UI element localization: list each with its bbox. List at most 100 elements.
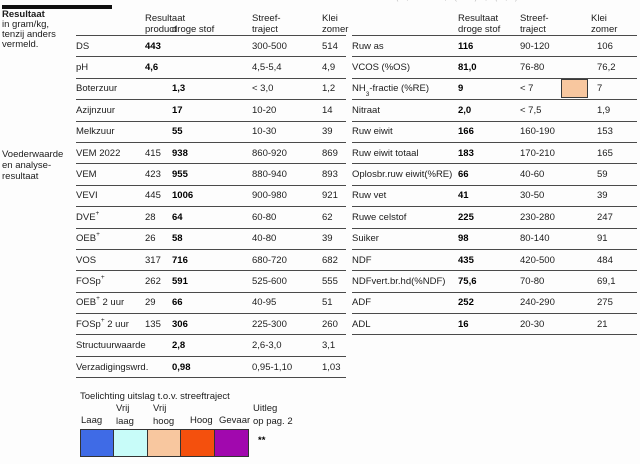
- value-dry-matter: 252: [458, 297, 474, 309]
- units-note: Resultaat in gram/kg, tenzij anders verm…: [2, 10, 56, 50]
- value-reference: 76,2: [597, 62, 616, 74]
- left-header-cell: Resultaat product: [145, 13, 185, 38]
- value-dry-matter: 716: [172, 254, 188, 266]
- value-dry-matter: 55: [172, 126, 183, 138]
- legend-swatch-laag: [114, 430, 148, 456]
- value-target-range: < 7,5: [520, 104, 542, 116]
- table-row: Boterzuur 1,3 < 3,0 1,2: [76, 79, 346, 101]
- legend-note-line: Uitleg: [253, 403, 278, 414]
- table-row: Structuurwaarde 2,8 2,6-3,0 3,1: [76, 335, 346, 357]
- section-label-feed-value: Voederwaarde en analyse- resultaat: [2, 149, 63, 182]
- table-row: VOS 317 716 680-720 682: [76, 250, 346, 272]
- value-target-range: 90-120: [520, 40, 550, 52]
- header-line: [561, 25, 591, 36]
- right-header-cell: Streef-traject: [520, 13, 561, 38]
- value-dry-matter: 116: [458, 40, 474, 52]
- value-dry-matter: 166: [458, 126, 474, 138]
- legend-title: Toelichting uitslag t.o.v. streeftraject: [80, 391, 230, 402]
- left-header-cell: droge stof: [172, 14, 252, 38]
- value-dry-matter: 938: [172, 147, 188, 159]
- value-reference: 21: [597, 318, 608, 330]
- header-line: traject: [252, 23, 278, 35]
- value-dry-matter: 183: [458, 147, 474, 159]
- header-line: Streef-: [520, 13, 549, 24]
- legend-label-line: Hoog: [190, 415, 213, 426]
- value-dry-matter: 98: [458, 233, 469, 245]
- value-dry-matter: 66: [172, 297, 183, 309]
- table-row: VEVI 445 1006 900-980 921: [76, 186, 346, 208]
- row-label: Nitraat: [352, 104, 380, 116]
- value-target-range: < 3,0: [252, 83, 274, 95]
- value-dry-matter: 16: [458, 318, 469, 330]
- header-line: zomer: [591, 23, 618, 35]
- value-reference: 69,1: [597, 275, 616, 287]
- value-reference: 484: [597, 254, 613, 266]
- value-target-range: 900-980: [252, 190, 287, 202]
- section-divider-rule: [2, 5, 112, 9]
- value-target-range: 4,5-5,4: [252, 62, 282, 74]
- row-label: Melkzuur: [76, 126, 115, 138]
- left-header-cell: Klei zomer: [322, 13, 348, 38]
- value-dry-matter: 66: [458, 169, 469, 181]
- row-label: Ruw as: [352, 40, 384, 52]
- section-label-line: Voederwaarde: [2, 149, 64, 160]
- value-target-range: 170-210: [520, 147, 555, 159]
- table-row: NDFvert.br.hd(%NDF) 75,6 70-80 69,1: [352, 271, 637, 293]
- value-dry-matter: 58: [172, 233, 183, 245]
- legend-label: Hoog: [190, 415, 213, 428]
- row-label: OEB+ 2 uur: [76, 295, 125, 309]
- left-results-table: Resultaat product droge stof Streef-trajec…: [76, 13, 348, 379]
- header-line: product: [145, 23, 177, 35]
- value-target-range: 420-500: [520, 254, 555, 266]
- value-target-range: 860-920: [252, 147, 287, 159]
- value-reference: 514: [322, 40, 338, 52]
- row-label: Ruw vet: [352, 190, 387, 202]
- value-target-range: 880-940: [252, 169, 287, 181]
- value-reference: 1,03: [322, 361, 341, 373]
- value-target-range: 40-60: [520, 169, 545, 181]
- units-note-line: tenzij anders: [2, 29, 56, 40]
- table-row: FOSp+ 2 uur 135 306 225-300 260: [76, 314, 346, 336]
- units-note-title: Resultaat: [2, 9, 45, 20]
- value-reference: 165: [597, 147, 613, 159]
- row-label: ADL: [352, 318, 371, 330]
- units-note-line: in gram/kg,: [2, 19, 49, 30]
- value-dry-matter: 955: [172, 169, 188, 181]
- row-label: VCOS (%OS): [352, 62, 411, 74]
- row-label: ADF: [352, 297, 371, 309]
- table-row: Ruw as 116 90-120 106: [352, 36, 637, 58]
- value-reference: 39: [597, 190, 608, 202]
- table-row: ADF 252 240-290 275: [352, 293, 637, 315]
- legend-label-line: Laag: [81, 415, 103, 426]
- header-line: Klei: [591, 13, 607, 24]
- row-label: Structuurwaarde: [76, 340, 146, 352]
- value-target-range: 76-80: [520, 62, 545, 74]
- value-product: 423: [145, 169, 161, 181]
- value-dry-matter: 1,3: [172, 83, 186, 95]
- value-target-range: 230-280: [520, 211, 555, 223]
- header-line: Streef-: [252, 13, 281, 24]
- footnote-asterisks: **: [258, 435, 266, 446]
- table-row: OEB+ 2 uur 29 66 40-95 51: [76, 293, 346, 315]
- legend-label-line: Vrij: [153, 403, 167, 414]
- value-reference: 59: [597, 169, 608, 181]
- value-target-range: 300-500: [252, 40, 287, 52]
- value-target-range: 60-80: [252, 211, 277, 223]
- row-label: Verzadigingswrd.: [76, 361, 149, 373]
- table-row: VEM 423 955 880-940 893: [76, 164, 346, 186]
- value-dry-matter: 75,6: [458, 275, 477, 287]
- value-target-range: 40-80: [252, 233, 277, 245]
- value-target-range: 225-300: [252, 318, 287, 330]
- value-dry-matter: 306: [172, 318, 188, 330]
- value-reference: 91: [597, 233, 608, 245]
- flag-cell: [561, 79, 591, 99]
- legend-swatch-laag: [81, 430, 115, 456]
- value-reference: 39: [322, 233, 333, 245]
- row-label: NDFvert.br.hd(%NDF): [352, 275, 446, 287]
- row-label: DS: [76, 40, 90, 52]
- value-target-range: 70-80: [520, 275, 545, 287]
- value-reference: 921: [322, 190, 338, 202]
- row-label: VOS: [76, 254, 97, 266]
- right-header-cell: Klei zomer: [591, 13, 637, 38]
